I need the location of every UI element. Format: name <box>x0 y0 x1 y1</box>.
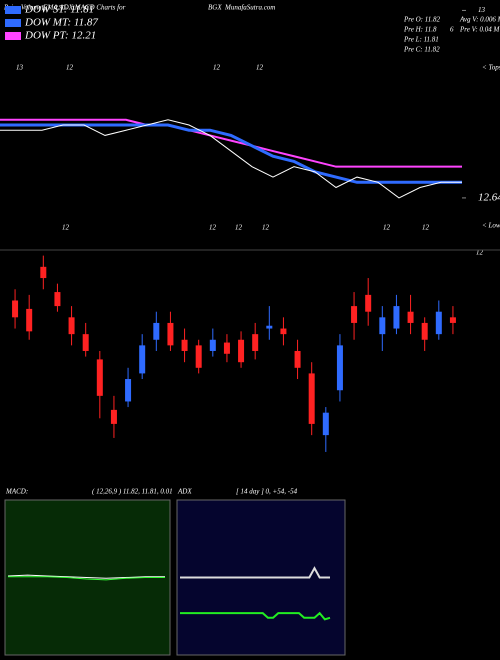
candle-body <box>308 373 315 424</box>
candle-body <box>195 345 202 368</box>
series-line <box>7 574 165 579</box>
candle-body <box>125 379 132 402</box>
bottom-label: 12 <box>262 224 270 232</box>
candle-body <box>379 317 386 335</box>
legend-label: DOW MT: 11.87 <box>24 17 98 29</box>
candle-body <box>280 328 287 335</box>
info: Pre V: 0.04 M <box>459 26 500 34</box>
candle-body <box>365 294 372 312</box>
candle-body <box>336 345 343 391</box>
legend-label: DOW PT: 12.21 <box>24 30 96 42</box>
candle-body <box>139 345 146 374</box>
series-line <box>180 566 330 579</box>
top-label: 13 <box>16 64 24 72</box>
candle-body <box>110 409 117 424</box>
candle-body <box>266 325 273 329</box>
candle-tick: 12 <box>476 249 484 257</box>
candle-body <box>294 350 301 368</box>
y-tick-label: 12.64 <box>478 191 500 203</box>
bottom-label: 12 <box>62 224 70 232</box>
info: Pre C: 11.82 <box>403 46 440 54</box>
legend-swatch <box>5 32 21 40</box>
macd-subtitle: ( 12,26,9 ) 11.82, 11.81, 0.01 <box>92 488 173 496</box>
legend-swatch <box>5 6 21 14</box>
candle-body <box>167 322 174 346</box>
candle-body <box>82 334 89 351</box>
series-line <box>8 576 165 581</box>
candle-body <box>421 322 428 340</box>
candle-body <box>223 342 230 354</box>
candle-body <box>54 292 61 307</box>
info: Pre O: 11.82 <box>403 16 440 24</box>
candle-body <box>252 334 259 351</box>
bottom-label: 12 <box>235 224 243 232</box>
title: Price,Volume,EMA,ADX,MACD Charts for <box>3 4 126 12</box>
bottom-label: 12 <box>422 224 430 232</box>
info: 6 <box>450 26 454 34</box>
candle-body <box>26 308 33 332</box>
macd-title: MACD: <box>5 488 28 496</box>
adx-subtitle: [ 14 day ] 0, +54, -54 <box>236 488 298 496</box>
candle-body <box>449 317 456 323</box>
tops: < Tops <box>482 64 500 72</box>
candle-body <box>238 339 245 363</box>
site: MunafaSutra.com <box>224 4 275 12</box>
candle-body <box>12 300 19 318</box>
top-label: 12 <box>213 64 221 72</box>
top-label: 12 <box>256 64 264 72</box>
adx-title: ADX <box>177 488 192 496</box>
bottom-label: 12 <box>209 224 217 232</box>
bottom-label: 12 <box>383 224 391 232</box>
symbol: BGX <box>208 4 222 12</box>
y-tick-label: 13 <box>478 6 486 14</box>
candle-body <box>68 317 75 335</box>
top-label: 12 <box>66 64 74 72</box>
series-line <box>0 118 462 168</box>
lows: < Lows <box>482 222 500 230</box>
candle-body <box>153 322 160 340</box>
candle-body <box>322 412 329 436</box>
series-line <box>0 119 462 199</box>
candle-body <box>209 339 216 351</box>
candle-body <box>40 266 47 279</box>
candle-body <box>96 359 103 396</box>
candle-body <box>435 311 442 335</box>
candle-body <box>407 311 414 323</box>
candle-body <box>181 339 188 351</box>
legend-swatch <box>5 19 21 27</box>
info: Avg V: 0.006 M <box>459 16 500 24</box>
info: Pre H: 11.8 <box>403 26 437 34</box>
candle-body <box>393 306 400 329</box>
info: Pre L: 11.81 <box>403 36 439 44</box>
legend-label: DOW ST: 11.81 <box>24 4 94 16</box>
series-line <box>180 611 331 621</box>
candle-body <box>351 306 358 323</box>
